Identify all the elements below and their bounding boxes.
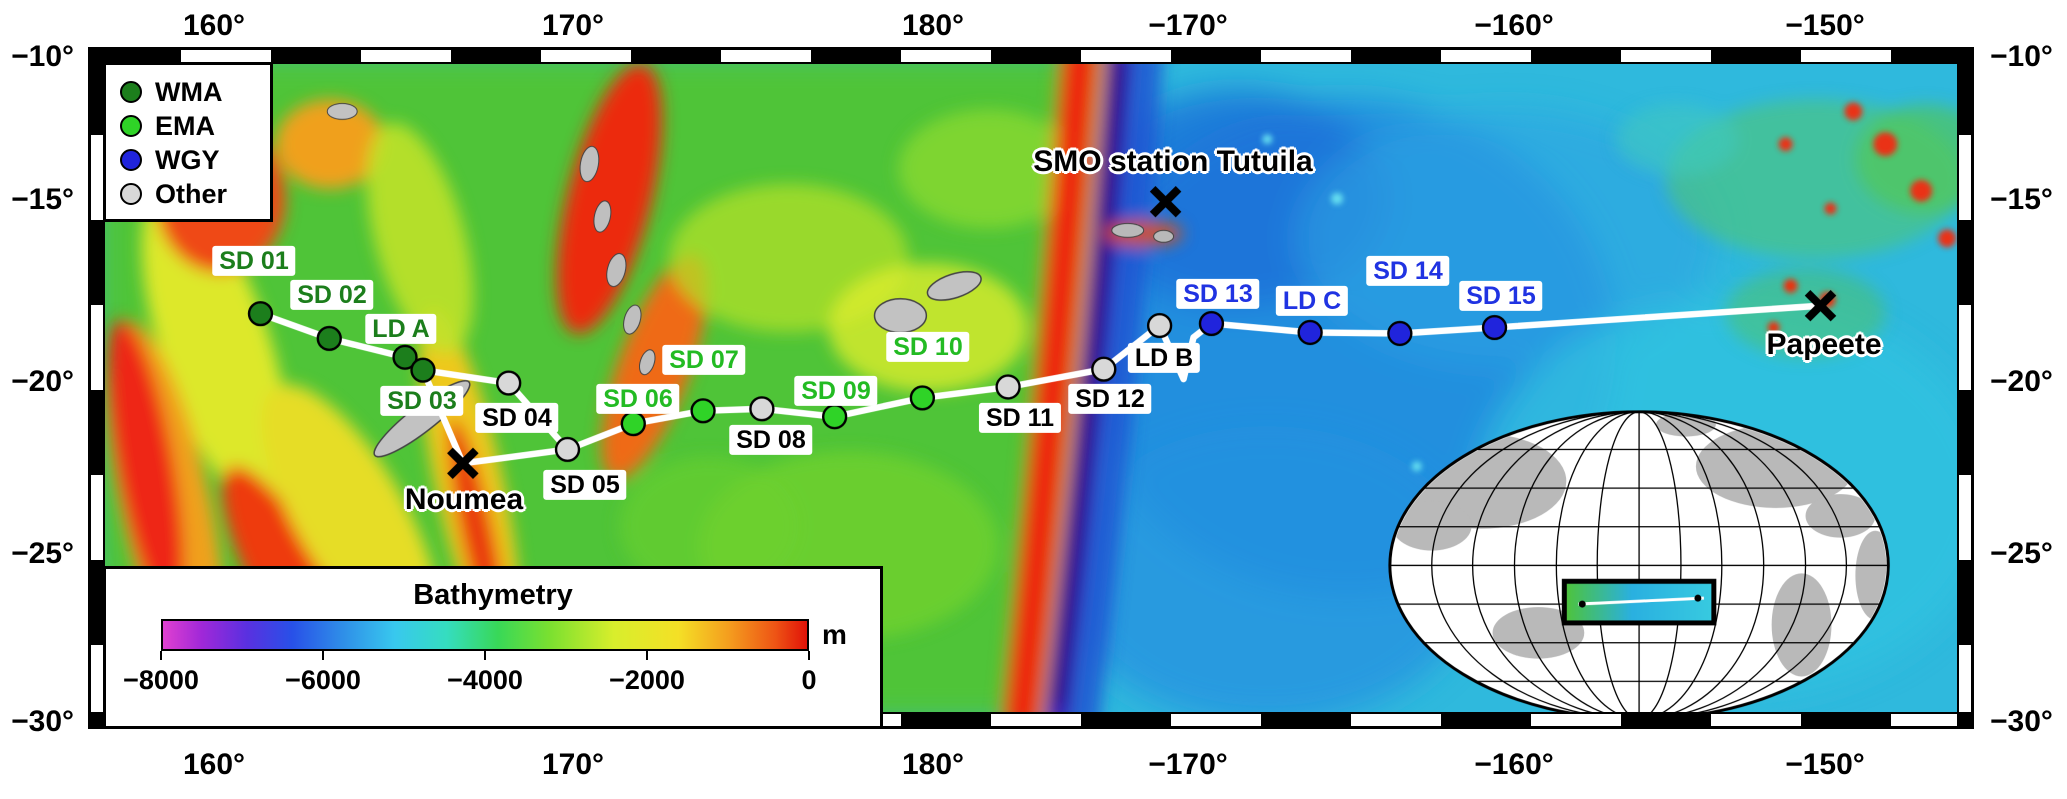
station-sd-10-dot bbox=[909, 385, 936, 411]
axis-right-label-3: −25° bbox=[1990, 537, 2053, 570]
axis-bottom-label-2: 180° bbox=[901, 748, 965, 781]
frame-border-top bbox=[91, 50, 1971, 64]
station-sd-05-dot bbox=[554, 436, 581, 463]
inset-noumea-dot bbox=[1578, 600, 1586, 608]
map-frame: WMA EMA WGY Other Bathymetry m −8000 −6000 −4… bbox=[88, 47, 1974, 729]
colorbar-tickmark-1 bbox=[322, 651, 324, 660]
axis-top-label-3: −170° bbox=[1148, 9, 1228, 42]
colorbar-ticklabel-2: −4000 bbox=[447, 665, 523, 695]
inset-globe bbox=[1388, 410, 1890, 721]
city-markers-layer bbox=[447, 185, 1837, 480]
axis-right-label-0: −10° bbox=[1990, 40, 2053, 73]
legend-item-other: Other bbox=[120, 177, 270, 211]
axis-top-label-5: −150° bbox=[1785, 9, 1865, 42]
colorbar-ticklabel-3: −2000 bbox=[609, 665, 685, 695]
axis-bottom-label-1: 170° bbox=[541, 748, 605, 781]
map-svg bbox=[91, 50, 1971, 726]
station-ld-c-dot bbox=[1297, 319, 1323, 346]
station-dots-layer bbox=[247, 301, 1508, 463]
station-sd-07-dot bbox=[690, 398, 716, 424]
axis-top-label-1: 170° bbox=[541, 9, 605, 42]
axis-left-label-4: −30° bbox=[11, 705, 74, 738]
station-sd-08-dot bbox=[749, 396, 775, 422]
frame-corner-br bbox=[1957, 712, 1971, 726]
legend-label-wgy: WGY bbox=[155, 144, 220, 175]
axis-top-label-0: 160° bbox=[182, 9, 246, 42]
legend-dot-other bbox=[120, 183, 142, 205]
station-sd-02-dot bbox=[316, 325, 342, 352]
axis-left-label-0: −10° bbox=[11, 40, 74, 73]
axis-top-label-2: 180° bbox=[901, 9, 965, 42]
colorbar-gradient bbox=[161, 619, 809, 651]
legend-dot-ema bbox=[120, 115, 142, 137]
axis-left-label-1: −15° bbox=[11, 183, 74, 216]
axis-left-label-3: −25° bbox=[11, 537, 74, 570]
colorbar-tickmark-0 bbox=[160, 651, 162, 660]
legend-dot-wgy bbox=[120, 149, 142, 171]
station-sd-09-dot bbox=[821, 404, 848, 430]
legend-label-ema: EMA bbox=[155, 110, 215, 141]
inset-papeete-dot bbox=[1694, 594, 1702, 602]
colorbar-tickmark-2 bbox=[484, 651, 486, 660]
axis-bottom-label-4: −160° bbox=[1474, 748, 1554, 781]
legend-dot-wma bbox=[120, 81, 142, 103]
colorbar-tickmark-3 bbox=[646, 651, 648, 660]
station-ld-a-dot bbox=[392, 344, 418, 370]
axis-bottom-label-0: 160° bbox=[182, 748, 246, 781]
marker-papeete-x-icon bbox=[1804, 290, 1837, 322]
axis-top-label-4: −160° bbox=[1474, 9, 1554, 42]
legend-items: WMA EMA WGY Other bbox=[120, 75, 270, 211]
station-sd-15-dot bbox=[1481, 314, 1508, 341]
station-sd-01-dot bbox=[247, 301, 274, 327]
legend-label-wma: WMA bbox=[155, 76, 223, 107]
axis-right-label-4: −30° bbox=[1990, 705, 2053, 738]
frame-border-left bbox=[91, 50, 105, 726]
station-sd-13-dot bbox=[1198, 310, 1225, 337]
colorbar-ticklabel-1: −6000 bbox=[285, 665, 361, 695]
legend-item-ema: EMA bbox=[120, 109, 270, 143]
frame-corner-tr bbox=[1957, 50, 1971, 64]
frame-corner-tl bbox=[91, 50, 105, 64]
frame-corner-bl bbox=[91, 712, 105, 726]
legend: WMA EMA WGY Other bbox=[103, 62, 273, 222]
marker-smo-station-tutuila-x-icon bbox=[1149, 185, 1182, 218]
colorbar-ticklabel-4: 0 bbox=[801, 665, 817, 695]
colorbar-ticklabel-0: −8000 bbox=[123, 665, 199, 695]
axis-left-label-2: −20° bbox=[11, 365, 74, 398]
station-sd-12-dot bbox=[1091, 356, 1117, 382]
axis-right-label-2: −20° bbox=[1990, 365, 2053, 398]
station-sd-04-dot bbox=[496, 370, 522, 396]
frame-border-right bbox=[1957, 50, 1971, 726]
station-sd-14-dot bbox=[1387, 320, 1413, 347]
colorbar-title: Bathymetry bbox=[413, 579, 573, 611]
axis-bottom-label-5: −150° bbox=[1785, 748, 1865, 781]
station-sd-06-dot bbox=[620, 411, 646, 437]
station-sd-03-dot bbox=[410, 357, 436, 383]
station-sd-11-dot bbox=[995, 374, 1021, 400]
station-ld-b-dot bbox=[1146, 312, 1173, 339]
inset-track-line bbox=[1578, 596, 1704, 606]
legend-item-wma: WMA bbox=[120, 75, 270, 109]
legend-item-wgy: WGY bbox=[120, 143, 270, 177]
legend-label-other: Other bbox=[155, 178, 228, 209]
axis-right-label-1: −15° bbox=[1990, 183, 2053, 216]
colorbar-unit: m bbox=[822, 619, 847, 650]
colorbar-panel: Bathymetry m −8000 −6000 −4000 −2000 0 bbox=[103, 566, 883, 729]
colorbar-tickmark-4 bbox=[808, 651, 810, 660]
axis-bottom-label-3: −170° bbox=[1148, 748, 1228, 781]
marker-noumea-x-icon bbox=[447, 447, 479, 480]
